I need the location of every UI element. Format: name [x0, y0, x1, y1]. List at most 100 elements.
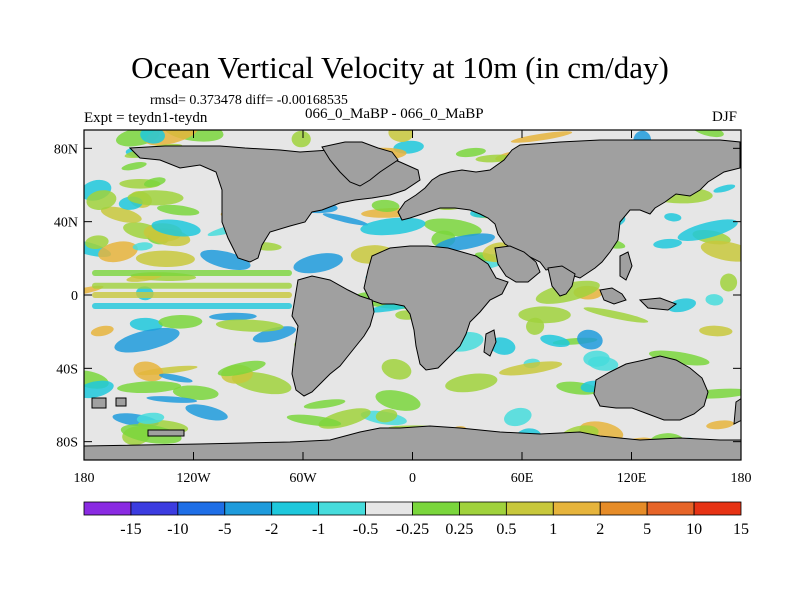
- lat-label: 80S: [56, 436, 78, 451]
- colorbar-labels: -15 -10 -5 -2 -1 -0.5 -0.25 0.25 0.5 1 2 5 10 15: [120, 521, 749, 538]
- velocity-contour-patch: [375, 409, 398, 423]
- colorbar-swatch: [505, 501, 554, 516]
- colorbar-swatch: [365, 501, 413, 516]
- velocity-contour-patch: [706, 420, 735, 430]
- land-masks: [84, 139, 741, 460]
- velocity-contour-patch: [540, 334, 570, 348]
- velocity-contour-patch: [648, 350, 710, 366]
- velocity-contour-patch: [215, 319, 284, 332]
- land-new-zealand: [733, 398, 741, 425]
- land-south-america: [291, 275, 375, 397]
- velocity-contour-patch: [85, 235, 109, 249]
- velocity-contour-patch: [117, 381, 182, 394]
- velocity-contour-patch: [455, 147, 486, 158]
- velocity-contour-patch: [499, 361, 563, 376]
- velocity-contour-patch: [371, 199, 400, 212]
- velocity-contour-patch: [151, 219, 201, 237]
- velocity-contour-patch: [158, 314, 203, 329]
- latitude-labels: 80N 40N 0 40S 80S: [54, 142, 78, 450]
- velocity-contour-patch: [381, 359, 412, 380]
- lat-label: 0: [71, 289, 78, 304]
- colorbar-label: 2: [596, 521, 604, 538]
- equatorial-band: [92, 292, 292, 298]
- land-island: [147, 429, 185, 437]
- lon-label: 180: [731, 471, 752, 486]
- colorbar: [83, 501, 742, 516]
- case-label: 066_0_MaBP - 066_0_MaBP: [305, 106, 484, 122]
- land-australia: [593, 355, 709, 421]
- lon-label: 60W: [289, 471, 317, 486]
- land-new-guinea: [638, 297, 678, 311]
- velocity-contour-patch: [200, 249, 251, 270]
- velocity-contour-patch: [136, 412, 165, 424]
- land-madagascar: [483, 329, 497, 357]
- velocity-contour-patch: [133, 361, 164, 382]
- velocity-contour-patch: [720, 273, 738, 292]
- colorbar-label: -10: [167, 521, 188, 538]
- velocity-contour-patch: [185, 404, 228, 421]
- velocity-contour-patch: [445, 373, 498, 393]
- lon-label: 60E: [511, 471, 534, 486]
- lat-label: 40S: [56, 362, 78, 377]
- land-japan: [619, 251, 633, 281]
- velocity-contour-patch: [424, 218, 482, 237]
- velocity-contour-patch: [293, 253, 343, 274]
- velocity-contour-patch: [388, 130, 414, 142]
- colorbar-swatch: [83, 501, 132, 516]
- land-eurasia: [397, 139, 741, 279]
- colorbar-swatch: [552, 501, 601, 516]
- colorbar-label: 0.25: [445, 521, 473, 538]
- colorbar-swatch: [177, 501, 226, 516]
- colorbar-label: -5: [218, 521, 231, 538]
- colorbar-swatch: [224, 501, 273, 516]
- land-antarctica: [84, 425, 741, 460]
- lat-label: 40N: [54, 216, 78, 231]
- colorbar-label: -2: [265, 521, 278, 538]
- velocity-contour-patch: [653, 238, 682, 249]
- lon-label: 180: [74, 471, 95, 486]
- colorbar-swatch: [412, 501, 460, 516]
- season-label: DJF: [712, 109, 738, 125]
- velocity-contour-patch: [158, 373, 193, 383]
- velocity-contour-patch: [303, 399, 346, 409]
- velocity-contour-patch: [146, 396, 198, 403]
- velocity-contour-patch: [209, 312, 257, 321]
- velocity-contour-patch: [518, 306, 571, 324]
- velocity-contour-patch: [100, 206, 142, 223]
- rmsd-diff-stats: rmsd= 0.373478 diff= -0.00168535: [150, 93, 348, 108]
- velocity-contour-patch: [322, 213, 369, 226]
- velocity-contour-patch: [217, 360, 266, 377]
- velocity-contour-patch: [121, 162, 147, 171]
- velocity-contour-patch: [664, 213, 682, 222]
- velocity-contour-patch: [114, 327, 180, 353]
- velocity-contour-patch: [252, 326, 297, 343]
- velocity-contour-patch: [90, 325, 114, 337]
- land-arabia: [494, 245, 541, 283]
- velocity-contour-patch: [667, 298, 696, 313]
- colorbar-label: -0.25: [396, 521, 429, 538]
- velocity-contour-patch: [86, 190, 117, 210]
- land-maritime-continent: [599, 287, 627, 305]
- velocity-contour-patch: [510, 131, 573, 143]
- colorbar-label: 5: [643, 521, 651, 538]
- velocity-contour-patch: [140, 130, 165, 144]
- velocity-contour-patch: [157, 204, 200, 216]
- colorbar-swatch: [130, 501, 179, 516]
- velocity-contour-patch: [360, 217, 426, 236]
- colorbar-label: 1: [549, 521, 557, 538]
- velocity-contour-patch: [98, 241, 138, 263]
- land-island: [115, 397, 127, 407]
- colorbar-swatch: [459, 501, 507, 516]
- land-island: [91, 397, 107, 409]
- colorbar-label: -0.5: [353, 521, 378, 538]
- longitude-labels: 180 120W 60W 0 60E 120E 180: [74, 471, 752, 486]
- velocity-contour-patch: [135, 250, 195, 268]
- velocity-contour-patch: [84, 380, 114, 399]
- land-india: [547, 265, 576, 297]
- velocity-contour-patch: [577, 329, 603, 350]
- velocity-contour-patch: [286, 414, 342, 427]
- colorbar-swatch: [271, 501, 320, 516]
- land-africa: [363, 245, 509, 371]
- velocity-contour-patch: [172, 385, 219, 400]
